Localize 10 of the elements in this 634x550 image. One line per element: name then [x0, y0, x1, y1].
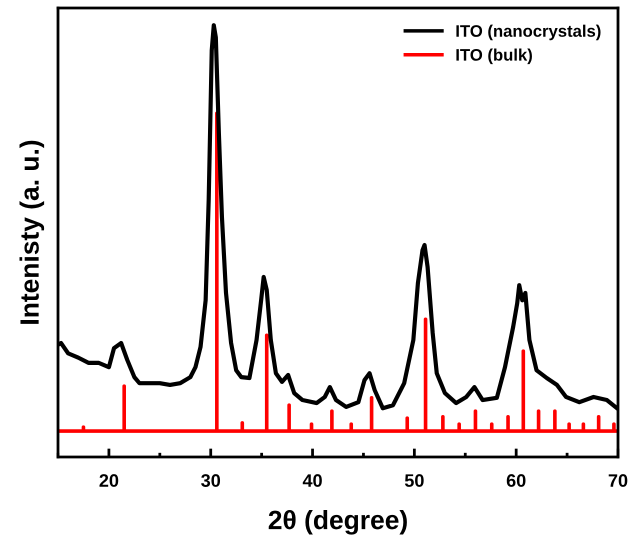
y-axis-title: Intenisty (a. u.)	[20, 140, 44, 324]
x-tick-label: 50	[404, 474, 424, 487]
x-tick-label: 40	[302, 474, 322, 487]
x-tick-label: 70	[608, 474, 628, 487]
x-tick-label: 30	[201, 474, 220, 487]
x-axis-title: 2θ (degree)	[268, 510, 407, 535]
legend-label: ITO (nanocrystals)	[456, 24, 601, 40]
x-tick-label: 60	[506, 474, 526, 487]
x-tick-label: 20	[99, 474, 118, 487]
legend-label: ITO (bulk)	[456, 48, 532, 64]
